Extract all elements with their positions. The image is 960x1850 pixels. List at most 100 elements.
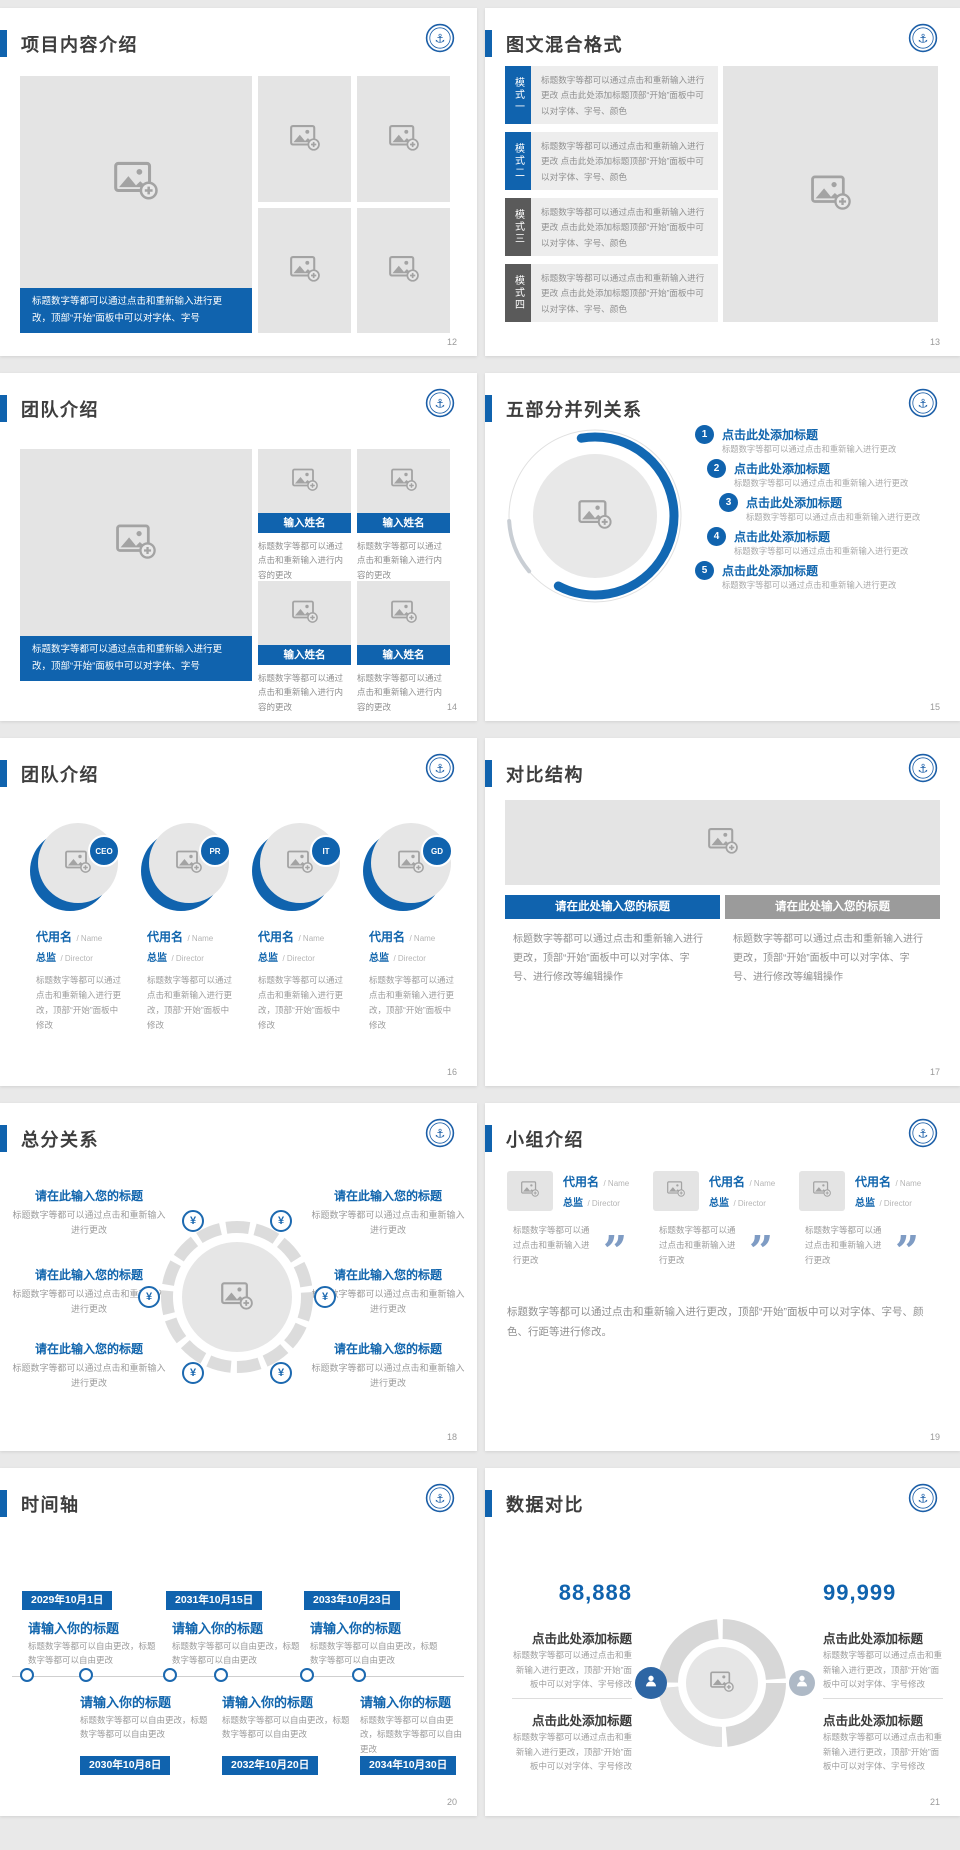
member-role-line: 总监 / Director — [369, 948, 426, 966]
member-role-line: 总监 / Director — [258, 948, 315, 966]
money-bag-icon: ¥ — [270, 1362, 292, 1384]
slide-16-team-intro-2[interactable]: 团队介绍 ⚓ CEO 代用名 / Name 总监 / Director 标题数字… — [0, 738, 477, 1086]
image-placeholder-icon — [176, 849, 202, 878]
money-bag-icon: ¥ — [314, 1286, 336, 1308]
school-logo-icon: ⚓ — [425, 1118, 455, 1148]
member-name-en: / Name — [749, 1179, 776, 1188]
metric-section-title: 点击此处添加标题 — [823, 1714, 924, 1728]
image-placeholder — [20, 449, 252, 636]
slide-20-timeline[interactable]: 时间轴 ⚓ 2029年10月1日 请输入你的标题 标题数字等都可以自由更改，标题… — [0, 1468, 477, 1816]
slide-21-data-compare[interactable]: 数据对比 ⚓ 88,888 99,999 点击此处添加标题 标题数字等都可以通过… — [485, 1468, 960, 1816]
slide-title: 项目内容介绍 — [21, 35, 138, 55]
item-title: 点击此处添加标题 — [734, 530, 831, 544]
member-role-line: 总监 / Director — [147, 948, 204, 966]
school-logo-icon: ⚓ — [908, 23, 938, 53]
timeline-date-chip: 2033年10月23日 — [304, 1591, 401, 1610]
timeline-line — [12, 1676, 464, 1677]
item-body: 标题数字等都可以通过点击和重新输入进行更改 — [746, 512, 921, 522]
item-title: 请在此输入您的标题 — [34, 1189, 143, 1203]
list-item: 3 点击此处添加标题 标题数字等都可以通过点击和重新输入进行更改 — [719, 493, 960, 527]
image-placeholder-icon — [388, 254, 419, 287]
svg-text:⚓: ⚓ — [918, 762, 929, 776]
quote-icon: ” — [895, 1227, 920, 1276]
title-accent-bar — [0, 760, 7, 787]
member-name-en: / Name — [895, 1179, 922, 1188]
item-body: 标题数字等都可以通过点击和重新输入进行更改 — [734, 478, 909, 488]
item-title: 请在此输入您的标题 — [333, 1189, 442, 1203]
member-name-line: 代用名 / Name — [147, 928, 213, 946]
slide-12-project-content[interactable]: 项目内容介绍 ⚓ 标题数字等都可以通过点击和重新输入进行更改，顶部“开始”面板中… — [0, 8, 477, 356]
list-item: 4 点击此处添加标题 标题数字等都可以通过点击和重新输入进行更改 — [707, 527, 960, 561]
member-name: 代用名 — [563, 1175, 600, 1189]
mode-text: 标题数字等都可以通过点击和重新输入进行更改 点击此处添加标题顶部“开始”面板中可… — [531, 132, 718, 190]
role-badge: CEO — [88, 835, 120, 867]
member-role-en: / Director — [60, 954, 93, 963]
money-glyph: ¥ — [277, 1367, 285, 1379]
hub-item: 请在此输入您的标题 标题数字等都可以通过点击和重新输入进行更改 — [10, 1187, 168, 1239]
member-avatar-placeholder — [507, 1171, 553, 1211]
member-name-en: / Name — [76, 934, 103, 943]
metric-section-body: 标题数字等都可以通过点击和重新输入进行更改，顶部“开始”面板中可以对字体、字号修… — [512, 1732, 632, 1772]
member-name-line: 代用名 / Name — [258, 928, 324, 946]
item-body: 标题数字等都可以通过点击和重新输入进行更改 — [722, 580, 897, 590]
member-name-en: / Name — [298, 934, 325, 943]
page-number: 17 — [929, 1067, 940, 1077]
title-accent-bar — [0, 30, 7, 57]
slide-18-hub-structure[interactable]: 总分关系 ⚓ 请在此输入您的标题 标题数字等都可以通过点击和重新输入进行更改 请… — [0, 1103, 477, 1451]
member-name: 代用名 — [258, 930, 295, 944]
member-role-en: / Director — [393, 954, 426, 963]
image-placeholder-icon — [390, 599, 417, 628]
member-avatar-placeholder — [653, 1171, 699, 1211]
school-logo-icon: ⚓ — [908, 1118, 938, 1148]
item-body: 标题数字等都可以通过点击和重新输入进行更改 — [311, 1210, 465, 1236]
slide-14-team-intro[interactable]: 团队介绍 ⚓ 标题数字等都可以通过点击和重新输入进行更改，顶部“开始”面板中可以… — [0, 373, 477, 721]
money-bag-icon: ¥ — [138, 1286, 160, 1308]
slide-17-comparison[interactable]: 对比结构 ⚓ 请在此处输入您的标题 请在此处输入您的标题 标题数字等都可以通过点… — [485, 738, 960, 1086]
person-glyph — [794, 1673, 810, 1694]
slide-title: 对比结构 — [506, 765, 584, 785]
item-body: 标题数字等都可以通过点击和重新输入进行更改 — [722, 444, 897, 454]
slide-title: 数据对比 — [506, 1495, 584, 1515]
item-number-badge: 2 — [707, 459, 726, 478]
slide-13-mixed-format[interactable]: 图文混合格式 ⚓ 模式一 标题数字等都可以通过点击和重新输入进行更改 点击此处添… — [485, 8, 960, 356]
footer-note: 标题数字等都可以通过点击和重新输入进行更改，顶部“开始”面板中可以对字体、字号、… — [507, 1306, 924, 1338]
image-placeholder-icon — [291, 467, 318, 496]
item-title: 点击此处添加标题 — [734, 462, 831, 476]
center-image-placeholder — [533, 454, 657, 578]
member-role-en: / Director — [879, 1199, 912, 1208]
svg-text:⚓: ⚓ — [918, 32, 929, 46]
segmented-ring-graphic — [161, 1221, 313, 1373]
member-avatar: GD — [363, 823, 453, 911]
title-accent-bar — [485, 30, 492, 57]
timeline-item-body: 标题数字等都可以自由更改，标题数字等都可以自由更改 — [360, 1715, 463, 1754]
money-glyph: ¥ — [145, 1291, 153, 1303]
member-desc: 标题数字等都可以通过点击和重新输入进行内容的更改 — [357, 541, 443, 580]
title-accent-bar — [0, 1125, 7, 1152]
item-body: 标题数字等都可以通过点击和重新输入进行更改 — [311, 1363, 465, 1389]
image-placeholder — [258, 76, 351, 202]
member-name: 代用名 — [855, 1175, 892, 1189]
hub-item: 请在此输入您的标题 标题数字等都可以通过点击和重新输入进行更改 — [10, 1340, 168, 1392]
left-person-icon — [635, 1667, 667, 1699]
metric-section-title: 点击此处添加标题 — [531, 1714, 632, 1728]
mode-text: 标题数字等都可以通过点击和重新输入进行更改 点击此处添加标题顶部“开始”面板中可… — [531, 264, 718, 322]
title-accent-bar — [485, 760, 492, 787]
title-accent-bar — [485, 395, 492, 422]
hub-item: 请在此输入您的标题 标题数字等都可以通过点击和重新输入进行更改 — [309, 1340, 467, 1392]
member-role-line: 总监 / Director — [709, 1193, 766, 1211]
member-name-bar: 输入姓名 — [357, 513, 450, 533]
member-desc: 标题数字等都可以通过点击和重新输入进行更改，顶部“开始”面板中修改 — [258, 975, 344, 1030]
member-desc: 标题数字等都可以通过点击和重新输入进行更改 — [513, 1225, 590, 1265]
item-body: 标题数字等都可以通过点击和重新输入进行更改 — [311, 1289, 465, 1315]
member-avatar-placeholder — [799, 1171, 845, 1211]
slide-15-five-parts[interactable]: 五部分并列关系 ⚓ 1 点击此处添加标题 标题数字等都可以通过点击和重新输入进行… — [485, 373, 960, 721]
item-title: 点击此处添加标题 — [746, 496, 843, 510]
image-caption: 标题数字等都可以通过点击和重新输入进行更改，顶部“开始”面板中可以对字体、字号 — [20, 636, 252, 681]
member-name-en: / Name — [603, 1179, 630, 1188]
member-name-en: / Name — [187, 934, 214, 943]
item-title: 请在此输入您的标题 — [34, 1342, 143, 1356]
member-name-line: 代用名 / Name — [36, 928, 102, 946]
quote-icon: ” — [603, 1227, 628, 1276]
slide-19-group-intro[interactable]: 小组介绍 ⚓ 代用名 / Name 总监 / Director 标题数字等都可以… — [485, 1103, 960, 1451]
member-name-line: 代用名 / Name — [855, 1173, 921, 1191]
